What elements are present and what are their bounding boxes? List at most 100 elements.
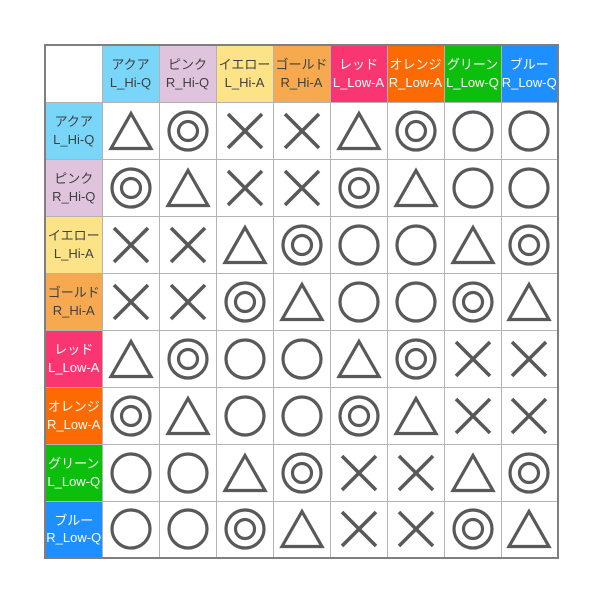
circle-icon xyxy=(451,166,494,209)
triangle-icon xyxy=(506,508,553,549)
category-name: オレンジ xyxy=(389,57,442,73)
matrix-cell-r3c5 xyxy=(329,215,388,274)
double-circle-icon xyxy=(223,280,266,323)
circle-icon xyxy=(166,451,209,494)
cross-icon xyxy=(454,397,491,434)
matrix-cell-r5c2 xyxy=(158,329,217,388)
matrix-cell-r5c3 xyxy=(215,329,274,388)
matrix-cell-r7c5 xyxy=(329,443,388,502)
matrix-row: オレンジ R_Low-A xyxy=(44,386,559,445)
column-header-R_Hi-A: ゴールド R_Hi-A xyxy=(272,44,331,103)
matrix-cell-r4c2 xyxy=(158,272,217,331)
double-circle-icon xyxy=(394,337,437,380)
matrix-row: ピンク R_Hi-Q xyxy=(44,158,559,217)
matrix-cell-r8c6 xyxy=(386,500,445,559)
matrix-cell-r2c3 xyxy=(215,158,274,217)
column-header-L_Low-A: レッド L_Low-A xyxy=(329,44,388,103)
matrix-cell-r4c7 xyxy=(443,272,502,331)
matrix-cell-r5c7 xyxy=(443,329,502,388)
matrix-cell-r8c2 xyxy=(158,500,217,559)
matrix-cell-r5c1 xyxy=(101,329,160,388)
double-circle-icon xyxy=(280,223,323,266)
matrix-cell-r2c8 xyxy=(500,158,559,217)
column-header-L_Hi-A: イエロー L_Hi-A xyxy=(215,44,274,103)
category-name: オレンジ xyxy=(47,398,100,414)
cross-icon xyxy=(112,226,149,263)
category-code: R_Low-Q xyxy=(501,74,557,90)
cross-icon xyxy=(226,169,263,206)
matrix-cell-r8c8 xyxy=(500,500,559,559)
category-name: ブルー xyxy=(54,512,94,528)
corner-cell xyxy=(44,44,103,103)
column-header-R_Low-A: オレンジ R_Low-A xyxy=(386,44,445,103)
matrix-cell-r1c4 xyxy=(272,101,331,160)
matrix-cell-r4c3 xyxy=(215,272,274,331)
matrix-cell-r3c8 xyxy=(500,215,559,274)
double-circle-icon xyxy=(451,280,494,323)
category-code: R_Hi-Q xyxy=(165,74,210,90)
matrix-cell-r3c3 xyxy=(215,215,274,274)
column-header-R_Hi-Q: ピンク R_Hi-Q xyxy=(158,44,217,103)
row-header-R_Low-A: オレンジ R_Low-A xyxy=(44,386,103,445)
matrix-cell-r2c6 xyxy=(386,158,445,217)
matrix-cell-r3c6 xyxy=(386,215,445,274)
category-code: L_Low-A xyxy=(48,359,100,375)
double-circle-icon xyxy=(451,508,494,550)
matrix-cell-r1c1 xyxy=(101,101,160,160)
matrix-cell-r1c2 xyxy=(158,101,217,160)
matrix-row: レッド L_Low-A xyxy=(44,329,559,388)
triangle-icon xyxy=(335,337,382,378)
matrix-row: ブルー R_Low-Q xyxy=(44,500,559,559)
cross-icon xyxy=(283,169,320,206)
matrix-cell-r1c5 xyxy=(329,101,388,160)
matrix-cell-r2c1 xyxy=(101,158,160,217)
double-circle-icon xyxy=(166,109,209,152)
circle-icon xyxy=(223,394,266,437)
double-circle-icon xyxy=(337,394,380,437)
matrix-cell-r4c5 xyxy=(329,272,388,331)
matrix-cell-r1c6 xyxy=(386,101,445,160)
matrix-cell-r6c5 xyxy=(329,386,388,445)
cross-icon xyxy=(283,112,320,149)
matrix-cell-r5c8 xyxy=(500,329,559,388)
matrix-cell-r7c3 xyxy=(215,443,274,502)
cross-icon xyxy=(454,340,491,377)
matrix-cell-r3c2 xyxy=(158,215,217,274)
matrix-cell-r4c8 xyxy=(500,272,559,331)
matrix-cell-r6c3 xyxy=(215,386,274,445)
matrix-cell-r8c3 xyxy=(215,500,274,559)
circle-icon xyxy=(109,508,152,550)
matrix-cell-r6c1 xyxy=(101,386,160,445)
column-header-L_Low-Q: グリーン L_Low-Q xyxy=(443,44,502,103)
matrix-cell-r7c7 xyxy=(443,443,502,502)
row-header-L_Low-A: レッド L_Low-A xyxy=(44,329,103,388)
category-code: L_Low-Q xyxy=(47,473,101,489)
matrix-cell-r7c2 xyxy=(158,443,217,502)
matrix-cell-r3c1 xyxy=(101,215,160,274)
matrix-cell-r6c6 xyxy=(386,386,445,445)
cross-icon xyxy=(340,510,377,548)
category-name: イエロー xyxy=(218,57,271,73)
triangle-icon xyxy=(278,280,325,321)
cross-icon xyxy=(510,340,548,377)
triangle-icon xyxy=(278,508,325,549)
triangle-icon xyxy=(221,223,268,264)
triangle-icon xyxy=(164,166,211,207)
column-header-R_Low-Q: ブルー R_Low-Q xyxy=(500,44,559,103)
category-name: アクア xyxy=(54,113,93,129)
header-row: アクア L_Hi-Q ピンク R_Hi-Q イエロー L_Hi-A ゴールド R_Hi-A レッ… xyxy=(44,44,559,103)
matrix-row: ゴールド R_Hi-A xyxy=(44,272,559,331)
cross-icon xyxy=(112,283,149,320)
matrix-row: イエロー L_Hi-A xyxy=(44,215,559,274)
triangle-icon xyxy=(449,223,496,264)
cross-icon xyxy=(169,226,206,263)
triangle-icon xyxy=(392,394,439,435)
category-code: R_Hi-A xyxy=(280,74,323,90)
category-code: L_Low-Q xyxy=(446,74,499,90)
category-name: イエロー xyxy=(47,227,100,243)
triangle-icon xyxy=(392,166,439,207)
category-code: L_Hi-A xyxy=(53,245,94,261)
double-circle-icon xyxy=(394,109,437,152)
category-name: ピンク xyxy=(167,57,207,73)
double-circle-icon xyxy=(109,394,152,437)
